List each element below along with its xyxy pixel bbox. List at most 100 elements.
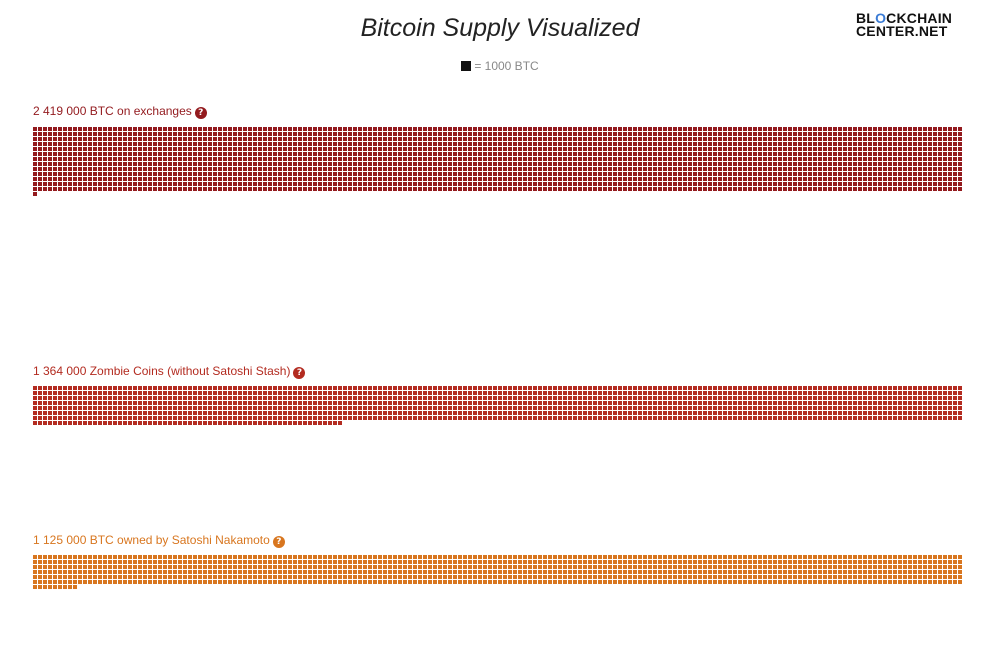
btc-unit-cell <box>418 162 422 166</box>
btc-unit-cell <box>288 142 292 146</box>
btc-unit-cell <box>768 132 772 136</box>
btc-unit-cell <box>198 411 202 415</box>
btc-unit-cell <box>318 411 322 415</box>
btc-unit-cell <box>213 555 217 559</box>
btc-unit-cell <box>383 157 387 161</box>
btc-unit-cell <box>233 416 237 420</box>
btc-unit-cell <box>763 386 767 390</box>
btc-unit-cell <box>303 162 307 166</box>
btc-unit-cell <box>508 555 512 559</box>
btc-unit-cell <box>758 152 762 156</box>
btc-unit-cell <box>858 406 862 410</box>
btc-unit-cell <box>248 396 252 400</box>
btc-unit-cell <box>188 157 192 161</box>
btc-unit-cell <box>78 391 82 395</box>
btc-unit-cell <box>213 406 217 410</box>
btc-unit-cell <box>268 386 272 390</box>
btc-unit-cell <box>78 132 82 136</box>
btc-unit-cell <box>728 570 732 574</box>
btc-unit-cell <box>653 152 657 156</box>
btc-unit-cell <box>423 127 427 131</box>
btc-unit-cell <box>293 157 297 161</box>
btc-unit-cell <box>508 570 512 574</box>
btc-unit-cell <box>673 182 677 186</box>
btc-unit-cell <box>783 157 787 161</box>
btc-unit-cell <box>178 570 182 574</box>
btc-unit-cell <box>188 570 192 574</box>
btc-unit-cell <box>218 127 222 131</box>
btc-unit-cell <box>463 391 467 395</box>
btc-unit-cell <box>608 147 612 151</box>
btc-unit-cell <box>933 172 937 176</box>
btc-unit-cell <box>488 560 492 564</box>
blockchaincenter-logo[interactable]: BLOCKCHAIN CENTER.NET <box>856 11 966 38</box>
btc-unit-cell <box>613 182 617 186</box>
btc-unit-cell <box>183 391 187 395</box>
btc-unit-cell <box>283 132 287 136</box>
btc-unit-cell <box>958 391 962 395</box>
btc-unit-cell <box>793 565 797 569</box>
btc-unit-cell <box>208 172 212 176</box>
btc-unit-cell <box>728 396 732 400</box>
btc-unit-cell <box>958 411 962 415</box>
btc-unit-cell <box>703 162 707 166</box>
btc-unit-cell <box>143 167 147 171</box>
btc-unit-cell <box>793 411 797 415</box>
btc-unit-cell <box>263 386 267 390</box>
btc-unit-cell <box>38 132 42 136</box>
btc-unit-cell <box>663 411 667 415</box>
btc-unit-cell <box>563 555 567 559</box>
btc-unit-cell <box>558 152 562 156</box>
btc-unit-cell <box>93 386 97 390</box>
btc-unit-cell <box>813 157 817 161</box>
btc-unit-cell <box>208 580 212 584</box>
btc-unit-cell <box>383 575 387 579</box>
btc-unit-cell <box>358 177 362 181</box>
btc-unit-cell <box>763 565 767 569</box>
btc-unit-cell <box>533 391 537 395</box>
help-icon[interactable]: ? <box>293 367 306 379</box>
btc-unit-cell <box>483 177 487 181</box>
btc-unit-cell <box>488 127 492 131</box>
btc-unit-cell <box>348 406 352 410</box>
btc-unit-cell <box>243 565 247 569</box>
btc-unit-cell <box>358 560 362 564</box>
help-icon[interactable]: ? <box>272 536 285 548</box>
btc-unit-cell <box>803 560 807 564</box>
btc-unit-cell <box>503 560 507 564</box>
btc-unit-cell <box>228 565 232 569</box>
btc-unit-cell <box>123 187 127 191</box>
btc-unit-cell <box>258 570 262 574</box>
btc-unit-cell <box>893 167 897 171</box>
btc-unit-cell <box>63 401 67 405</box>
btc-unit-cell <box>938 182 942 186</box>
btc-unit-cell <box>913 177 917 181</box>
btc-unit-cell <box>948 560 952 564</box>
btc-unit-cell <box>618 177 622 181</box>
btc-unit-cell <box>698 406 702 410</box>
btc-unit-cell <box>423 565 427 569</box>
btc-unit-cell <box>823 401 827 405</box>
btc-unit-cell <box>318 137 322 141</box>
btc-unit-cell <box>373 386 377 390</box>
btc-unit-cell <box>513 575 517 579</box>
btc-unit-cell <box>148 137 152 141</box>
btc-unit-cell <box>183 157 187 161</box>
btc-unit-cell <box>798 570 802 574</box>
btc-unit-cell <box>258 580 262 584</box>
btc-unit-cell <box>713 386 717 390</box>
btc-unit-cell <box>628 162 632 166</box>
btc-unit-cell <box>278 152 282 156</box>
btc-unit-cell <box>68 421 72 425</box>
btc-unit-cell <box>343 137 347 141</box>
btc-unit-cell <box>553 565 557 569</box>
help-icon[interactable]: ? <box>194 107 207 119</box>
btc-unit-cell <box>938 575 942 579</box>
btc-unit-cell <box>338 132 342 136</box>
btc-unit-cell <box>123 391 127 395</box>
btc-unit-cell <box>438 172 442 176</box>
btc-unit-cell <box>883 157 887 161</box>
btc-unit-cell <box>573 401 577 405</box>
btc-unit-cell <box>298 555 302 559</box>
btc-unit-cell <box>353 157 357 161</box>
